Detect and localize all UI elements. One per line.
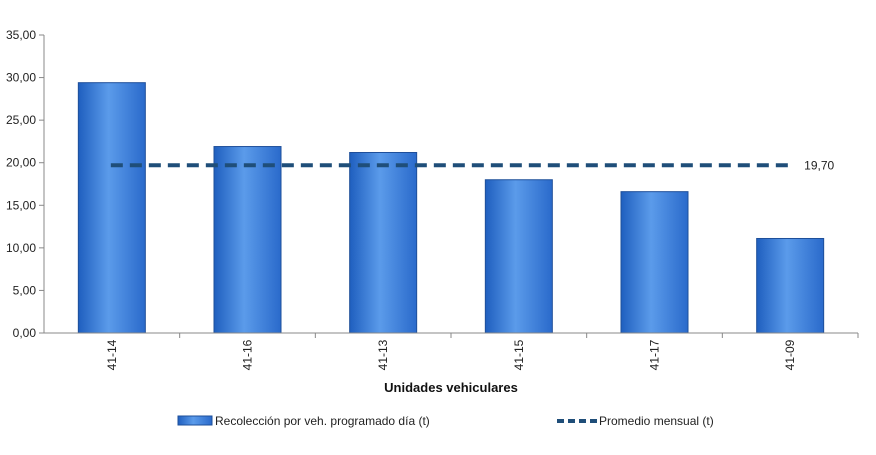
x-axis: 41-14 41-16 41-13 41-15 41-17 41-09	[44, 332, 859, 370]
x-tick-label: 41-13	[376, 339, 390, 370]
y-tick-label: 25,00	[6, 113, 36, 127]
bar	[484, 179, 553, 334]
average-line: 19,70	[110, 158, 835, 172]
y-tick-label: 0,00	[13, 326, 37, 340]
y-tick-label: 20,00	[6, 156, 36, 170]
x-tick-label: 41-16	[241, 339, 255, 370]
y-tick-label: 10,00	[6, 241, 36, 255]
legend-swatch-bars	[177, 415, 213, 426]
y-tick-label: 35,00	[6, 28, 36, 42]
average-value-label: 19,70	[804, 158, 834, 172]
y-tick-label: 15,00	[6, 198, 36, 212]
y-axis: 0,00 5,00 10,00 15,00 20,00 25,00 30,00 35,00	[6, 28, 45, 340]
y-tick-label: 5,00	[13, 283, 37, 297]
x-tick-label: 41-14	[105, 339, 119, 370]
bar	[756, 237, 825, 334]
legend: Recolección por veh. programado día (t) …	[177, 414, 714, 428]
x-tick-label: 41-15	[512, 339, 526, 370]
legend-label-average: Promedio mensual (t)	[599, 414, 714, 428]
x-tick-label: 41-17	[648, 339, 662, 370]
bars	[77, 82, 825, 334]
bar	[620, 191, 689, 334]
bar	[77, 82, 146, 334]
bar	[349, 151, 418, 334]
bar	[213, 146, 282, 334]
x-tick-label: 41-09	[783, 339, 797, 370]
y-tick-label: 30,00	[6, 71, 36, 85]
legend-label-bars: Recolección por veh. programado día (t)	[215, 414, 430, 428]
x-axis-title: Unidades vehiculares	[384, 380, 518, 395]
